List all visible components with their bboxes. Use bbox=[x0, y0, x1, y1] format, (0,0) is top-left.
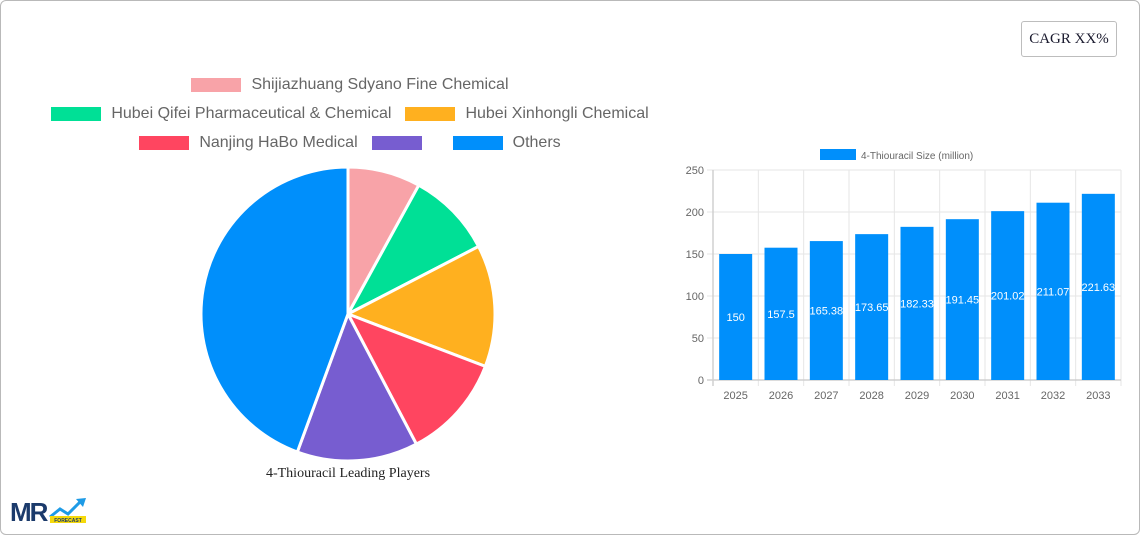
pie-slice[interactable] bbox=[344, 244, 497, 369]
x-tick-label: 2032 bbox=[1041, 390, 1065, 402]
legend-label: Hubei Xinhongli Chemical bbox=[465, 105, 649, 122]
bar-data-label: 150 bbox=[726, 312, 744, 324]
legend-item-others[interactable]: Others bbox=[452, 134, 561, 152]
bar-chart: 4-Thiouracil Size (million) 0 50 100 150 200 2… bbox=[660, 140, 1130, 415]
bar-chart-svg: 4-Thiouracil Size (million) 0 50 100 150 200 2… bbox=[686, 149, 1122, 402]
bar[interactable] bbox=[1036, 202, 1070, 380]
bar-data-label: 201.02 bbox=[991, 291, 1025, 303]
pie-chart-svg bbox=[199, 165, 497, 463]
legend-label: Nanjing HaBo Medical bbox=[199, 134, 358, 151]
bar-data-label: 191.45 bbox=[946, 295, 980, 307]
mr-forecast-logo: MR FORECAST bbox=[10, 495, 90, 532]
legend-label: Hubei Qifei Pharmaceutical & Chemical bbox=[111, 105, 392, 122]
legend-swatch bbox=[371, 136, 422, 150]
pie-slice[interactable] bbox=[295, 310, 419, 463]
legend-swatch bbox=[405, 107, 456, 121]
bar-data-label: 165.38 bbox=[810, 306, 844, 318]
x-tick-label: 2026 bbox=[769, 390, 793, 402]
pie-chart bbox=[199, 165, 497, 467]
pie-slice[interactable] bbox=[344, 183, 481, 318]
legend-swatch bbox=[51, 107, 102, 121]
bar-legend-swatch bbox=[820, 149, 856, 160]
bar-data-label: 221.63 bbox=[1082, 282, 1116, 294]
x-tick-label: 2033 bbox=[1086, 390, 1110, 402]
logo-icon: MR FORECAST bbox=[10, 497, 86, 527]
y-tick-label: 250 bbox=[686, 165, 704, 177]
svg-text:MR: MR bbox=[10, 497, 49, 527]
bar[interactable] bbox=[991, 211, 1025, 380]
legend-item-hubei-xinhongli[interactable]: Hubei Xinhongli Chemical bbox=[405, 105, 649, 123]
y-tick-label: 50 bbox=[692, 333, 704, 345]
bar[interactable] bbox=[1081, 193, 1115, 380]
legend-swatch bbox=[139, 136, 190, 150]
bar[interactable] bbox=[719, 254, 753, 380]
svg-text:FORECAST: FORECAST bbox=[54, 518, 82, 524]
bar-data-label: 157.5 bbox=[767, 309, 795, 321]
bar[interactable] bbox=[900, 226, 934, 380]
pie-slice[interactable] bbox=[199, 165, 350, 454]
y-tick-label: 0 bbox=[698, 375, 704, 387]
bar-data-label: 211.07 bbox=[1037, 286, 1070, 298]
y-tick-label: 200 bbox=[686, 207, 704, 219]
x-tick-label: 2030 bbox=[950, 390, 974, 402]
pie-legend-row-2: Hubei Qifei Pharmaceutical & Chemical Hu… bbox=[0, 104, 700, 124]
bar-legend-label[interactable]: 4-Thiouracil Size (million) bbox=[861, 151, 973, 162]
bar[interactable] bbox=[855, 234, 889, 380]
legend-swatch bbox=[452, 136, 503, 150]
x-tick-label: 2028 bbox=[859, 390, 883, 402]
x-tick-label: 2027 bbox=[814, 390, 838, 402]
y-tick-label: 100 bbox=[686, 291, 704, 303]
legend-item-nanjing-habo[interactable]: Nanjing HaBo Medical bbox=[139, 134, 358, 152]
pie-legend-row-3: Nanjing HaBo Medical Others bbox=[0, 133, 700, 153]
pie-legend-row-1: Shijiazhuang Sdyano Fine Chemical bbox=[0, 75, 700, 95]
legend-label: Shijiazhuang Sdyano Fine Chemical bbox=[251, 76, 509, 93]
legend-item-hubei-qifei[interactable]: Hubei Qifei Pharmaceutical & Chemical bbox=[51, 105, 391, 123]
x-tick-label: 2025 bbox=[723, 390, 747, 402]
bar-data-label: 182.33 bbox=[900, 298, 934, 310]
bar[interactable] bbox=[764, 247, 798, 380]
legend-swatch bbox=[191, 78, 242, 92]
pie-slice[interactable] bbox=[344, 311, 488, 447]
legend-label: Others bbox=[512, 134, 561, 151]
legend-item-unnamed[interactable] bbox=[371, 136, 432, 150]
y-tick-label: 150 bbox=[686, 249, 704, 261]
cagr-button[interactable]: CAGR XX% bbox=[1021, 21, 1117, 57]
pie-chart-title: 4-Thiouracil Leading Players bbox=[265, 466, 431, 481]
legend-item-shijiazhuang[interactable]: Shijiazhuang Sdyano Fine Chemical bbox=[191, 76, 509, 94]
x-tick-label: 2031 bbox=[995, 390, 1019, 402]
bar[interactable] bbox=[945, 219, 979, 380]
bar[interactable] bbox=[809, 241, 843, 380]
x-tick-label: 2029 bbox=[905, 390, 929, 402]
bar-data-label: 173.65 bbox=[855, 302, 889, 314]
